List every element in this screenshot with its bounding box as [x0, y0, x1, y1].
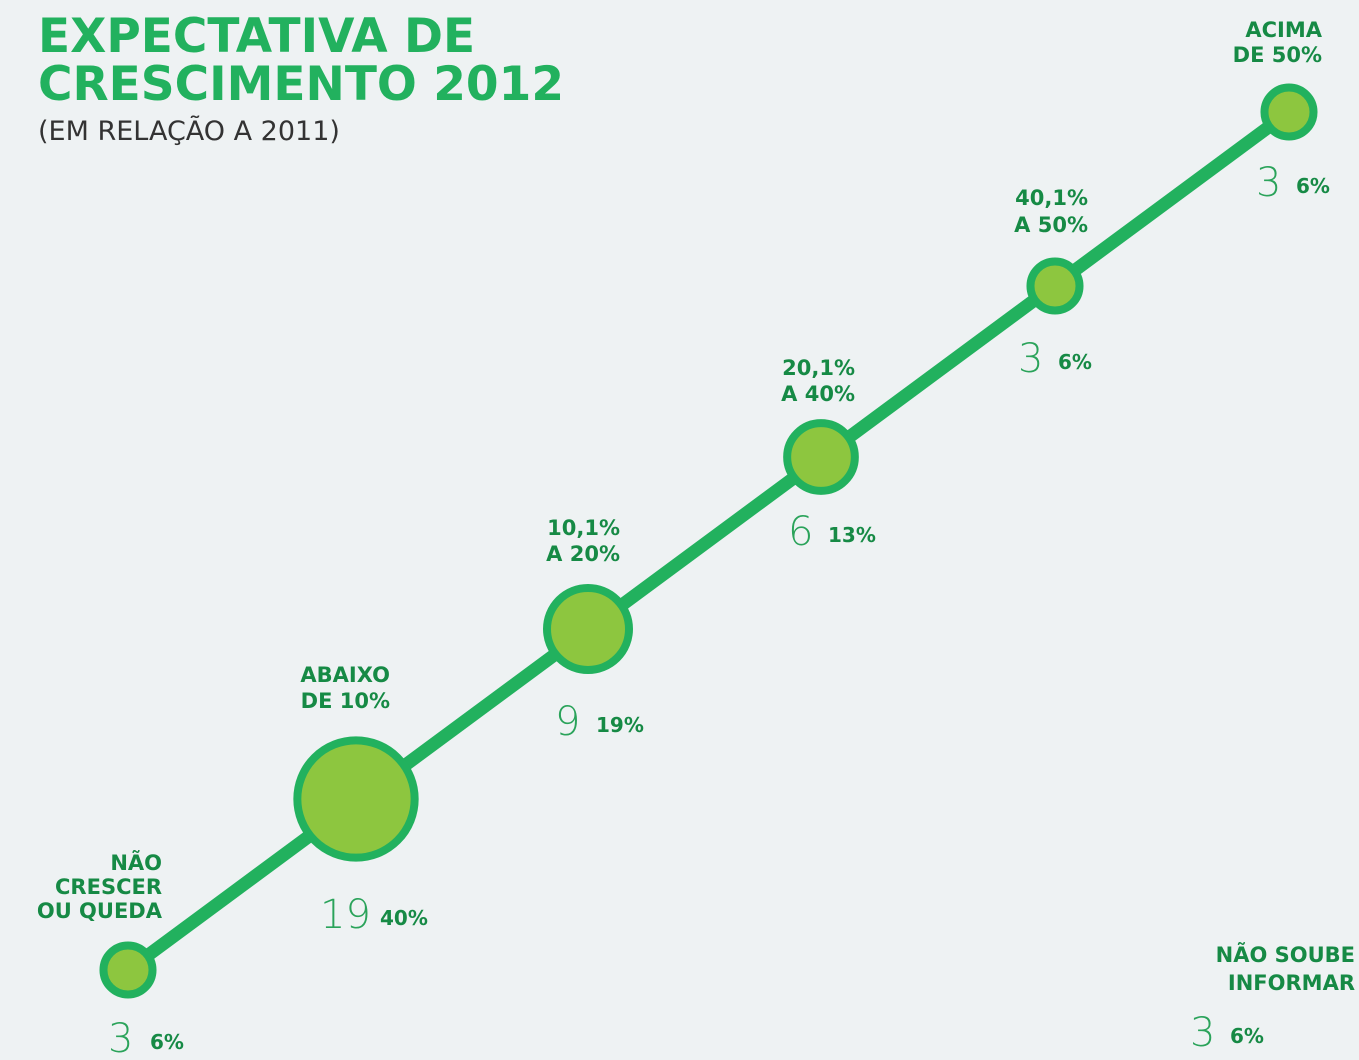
- count: 6: [788, 509, 813, 555]
- category-label: CRESCER: [55, 875, 162, 899]
- category-label: NÃO SOUBE: [1216, 942, 1355, 967]
- bubble: [783, 419, 859, 495]
- count: 19: [320, 892, 371, 938]
- bubble: [1026, 257, 1084, 315]
- category-label: A 50%: [1014, 213, 1088, 237]
- category-label: NÃO: [110, 850, 162, 875]
- percent: 6%: [1296, 174, 1330, 198]
- trend-line: [124, 106, 1293, 976]
- category-label: A 20%: [546, 542, 620, 566]
- category-label: INFORMAR: [1228, 971, 1355, 995]
- percent: 40%: [380, 906, 428, 930]
- count: 3: [1190, 1010, 1215, 1056]
- bubble: [1260, 83, 1318, 141]
- category-label: DE 50%: [1233, 43, 1322, 67]
- percent: 6%: [150, 1030, 184, 1054]
- subtitle: (EM RELAÇÃO A 2011): [38, 115, 340, 147]
- percent: 19%: [596, 713, 644, 737]
- category-label: 10,1%: [547, 516, 620, 540]
- count: 3: [108, 1016, 133, 1060]
- category-label: OU QUEDA: [37, 899, 163, 923]
- category-label: DE 10%: [301, 689, 390, 713]
- title-line: EXPECTATIVA DE: [38, 9, 475, 64]
- category-label: ACIMA: [1245, 18, 1322, 42]
- percent: 6%: [1230, 1024, 1264, 1048]
- title-line: CRESCIMENTO 2012: [38, 57, 564, 112]
- bubble: [293, 736, 419, 862]
- count: 3: [1018, 336, 1043, 382]
- count: 9: [555, 699, 580, 745]
- category-label: A 40%: [781, 382, 855, 406]
- count: 3: [1256, 160, 1281, 206]
- percent: 13%: [828, 523, 876, 547]
- bubble: [543, 584, 633, 674]
- category-label: ABAIXO: [300, 663, 390, 687]
- category-label: 20,1%: [782, 356, 855, 380]
- bubble: [99, 941, 157, 999]
- percent: 6%: [1058, 350, 1092, 374]
- category-label: 40,1%: [1015, 186, 1088, 210]
